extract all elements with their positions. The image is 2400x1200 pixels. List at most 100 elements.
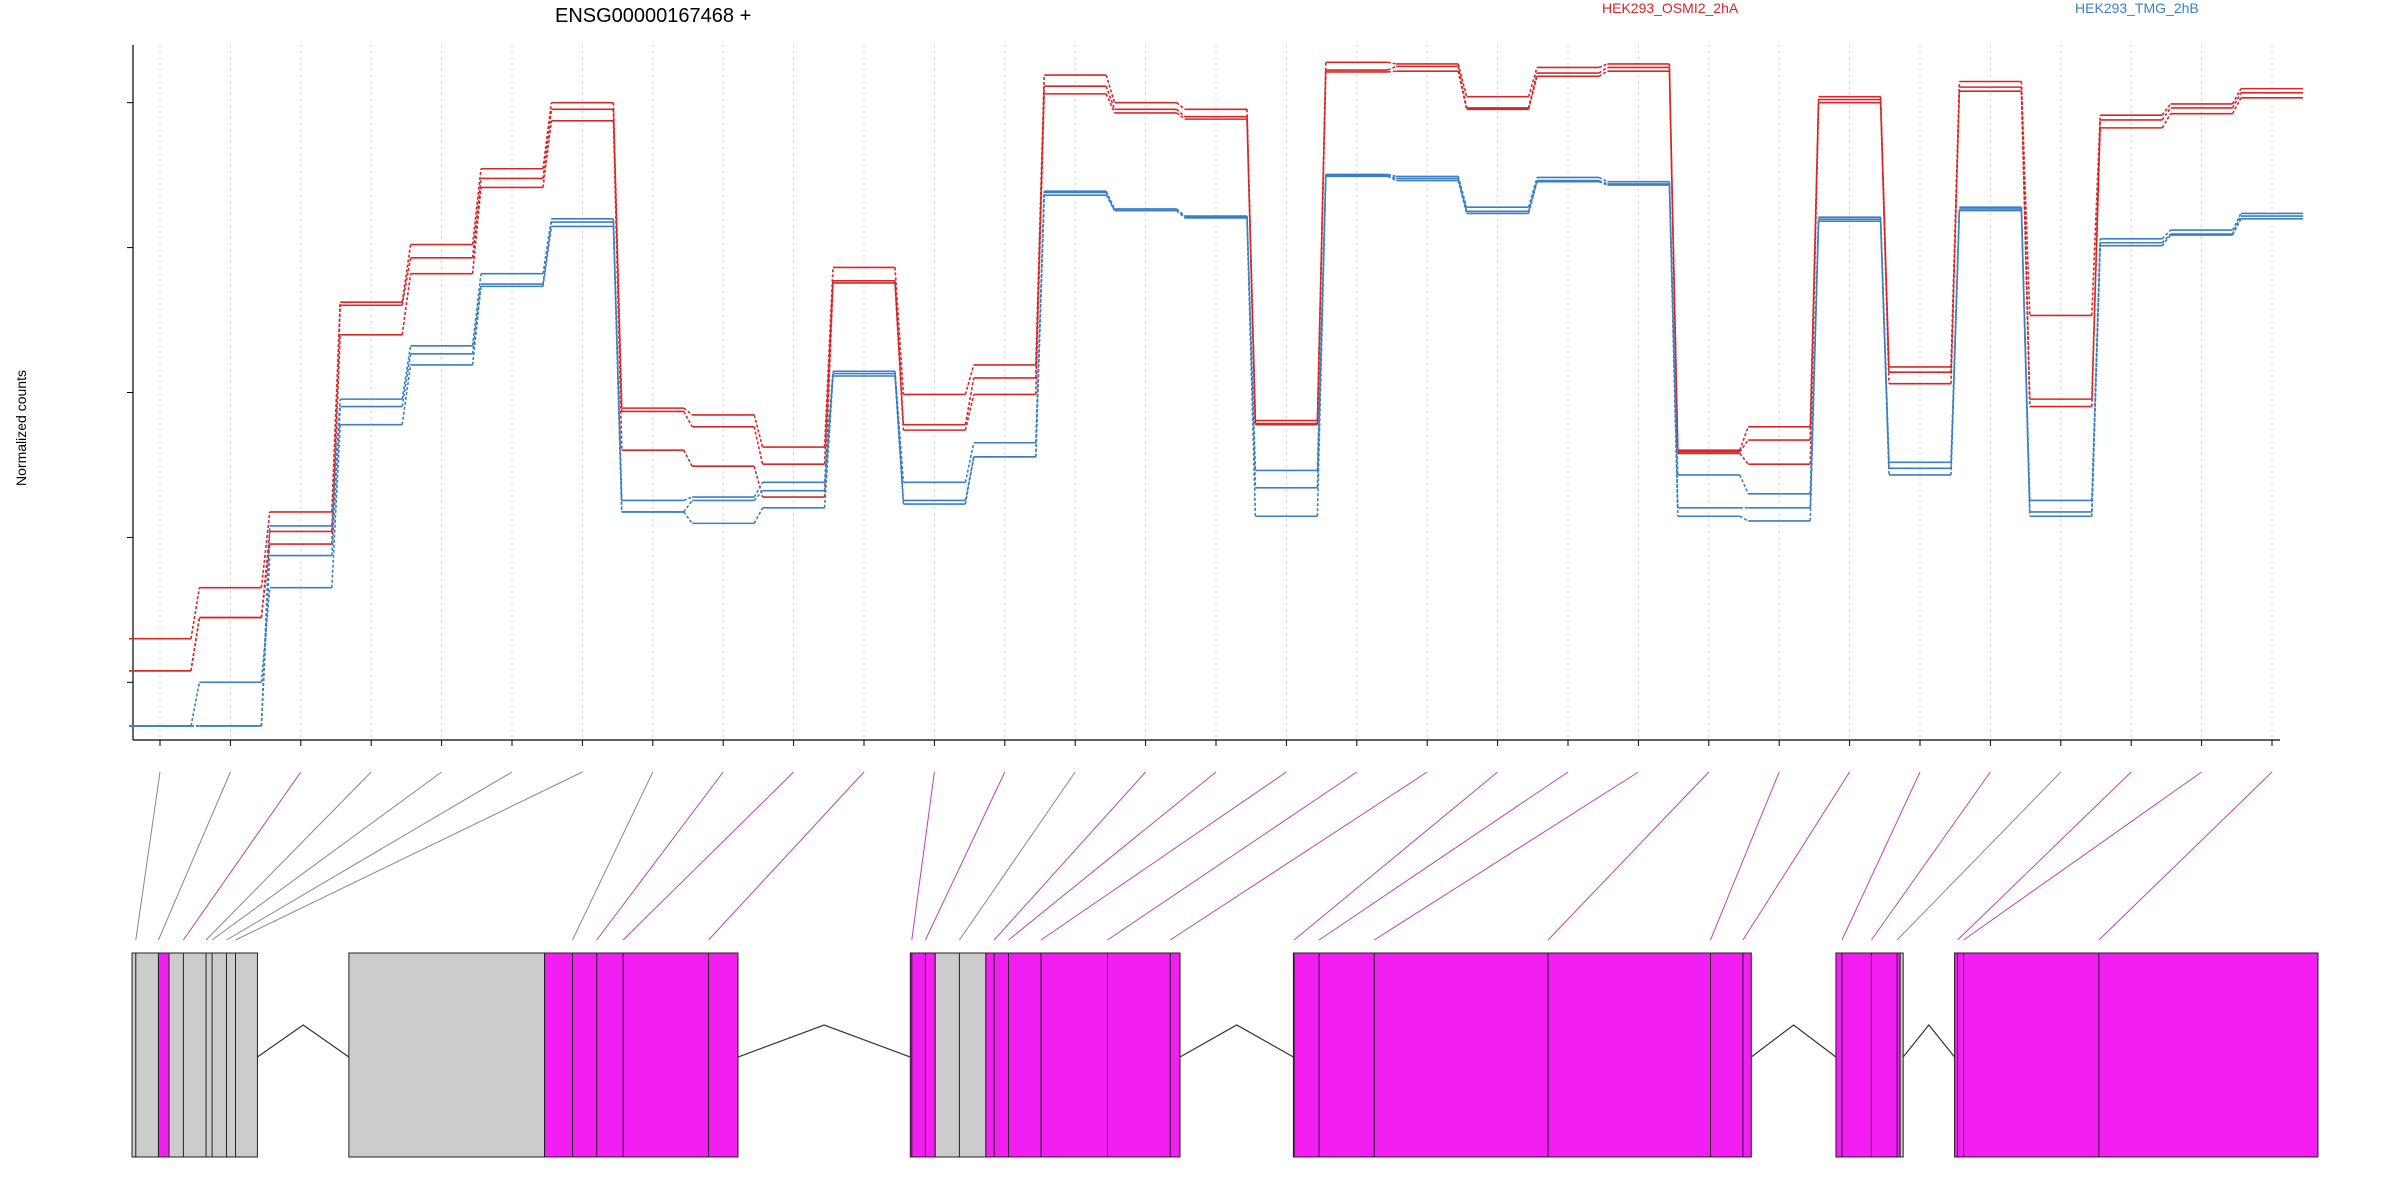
series-connector: [401, 345, 412, 400]
series-connector: [2161, 103, 2172, 116]
exon-link: [1107, 771, 1358, 941]
series-connector: [683, 411, 693, 428]
series-3: [129, 70, 2303, 672]
series-connector: [964, 377, 975, 425]
series-connector: [753, 507, 764, 524]
series-connector: [401, 244, 412, 303]
exon-link: [1547, 771, 1710, 941]
series-connector: [1035, 195, 1045, 457]
exon-link: [1963, 771, 2202, 941]
series-connector: [542, 102, 553, 169]
series-connector: [401, 273, 412, 335]
series-connector: [1739, 515, 1749, 522]
series-connector: [1246, 116, 1257, 424]
exon-link: [1896, 771, 2062, 941]
intron-line: [1179, 1024, 1294, 1058]
series-connector: [1387, 175, 1397, 182]
intron-line: [257, 1024, 350, 1058]
series-connector: [1457, 63, 1468, 97]
exon-link: [211, 771, 442, 941]
series-connector: [1668, 71, 1679, 454]
series-connector: [1316, 71, 1327, 425]
series-connector: [1668, 181, 1679, 475]
series-connector: [2231, 218, 2242, 236]
series-connector: [612, 226, 623, 512]
legend-label-osmi: HEK293_OSMI2_2hA: [1602, 0, 1739, 16]
series-connector: [894, 371, 905, 483]
series-connector: [1598, 63, 1608, 69]
exon-link: [708, 771, 865, 941]
series-connector: [2231, 213, 2242, 231]
series-connector: [2020, 91, 2031, 407]
series-connector: [1598, 66, 1608, 74]
series-connector: [964, 456, 975, 505]
series-connector: [964, 442, 975, 483]
series-connector: [894, 373, 905, 501]
exon-link: [2098, 771, 2273, 941]
series-connector: [1035, 93, 1045, 395]
series-connector: [1105, 192, 1116, 211]
series-connector: [1879, 102, 1890, 384]
exon-link: [572, 771, 654, 941]
series-connector: [894, 267, 905, 395]
series-connector: [2020, 210, 2031, 517]
exon-link: [135, 771, 161, 941]
series-connector: [471, 286, 482, 366]
series-connector: [1176, 208, 1186, 217]
series-connector: [471, 178, 482, 258]
chart-title: ENSG00000167468 +: [555, 5, 751, 27]
exon-link: [1871, 771, 1991, 941]
series-connector: [1387, 65, 1397, 71]
series-connector: [1387, 174, 1397, 180]
series-connector: [1668, 63, 1679, 451]
series-connector: [260, 511, 271, 588]
series-connector: [753, 490, 764, 501]
series-connector: [1176, 112, 1186, 120]
intron-line: [737, 1024, 911, 1058]
series-connector: [401, 257, 412, 306]
series-connector: [1598, 179, 1608, 185]
series-connector: [1457, 178, 1468, 212]
series-connector: [1950, 87, 1961, 373]
series-connector: [1176, 209, 1186, 219]
exon-link: [1373, 771, 1639, 941]
series-connector: [2020, 207, 2031, 501]
series-connector: [683, 407, 693, 416]
exon-link: [226, 771, 513, 941]
series-connector: [1950, 210, 1961, 475]
series-connector: [1527, 67, 1538, 97]
series-connector: [1879, 221, 1890, 475]
series-connector: [1950, 91, 1961, 384]
series-connector: [1809, 102, 1820, 465]
series-connector: [1387, 70, 1397, 73]
series-connector: [1809, 219, 1820, 508]
series-connector: [753, 426, 764, 465]
exon-link: [924, 771, 1006, 941]
series-connector: [2231, 215, 2242, 235]
series-connector: [753, 481, 764, 498]
series-connector: [471, 273, 482, 346]
series-connector: [1457, 180, 1468, 214]
series-connector: [964, 394, 975, 431]
exon-link: [1040, 771, 1287, 941]
series-connector: [1598, 180, 1608, 186]
series-connector: [1176, 108, 1186, 118]
series-connector: [2161, 234, 2172, 247]
series-connector: [190, 617, 201, 671]
series-connector: [401, 364, 412, 425]
y-axis-label: Normalized counts: [13, 370, 29, 486]
series-connector: [683, 499, 693, 513]
series-connector: [683, 496, 693, 502]
series-connector: [1527, 181, 1538, 214]
series-connector: [331, 424, 341, 588]
tested-exon-block: [1954, 952, 2319, 1158]
tested-exon-block: [157, 952, 170, 1158]
series-connector: [1105, 194, 1116, 211]
untested-exon-block: [131, 952, 258, 1158]
series-connector: [1457, 176, 1468, 208]
tested-exon-block: [909, 952, 936, 1158]
series-connector: [1598, 176, 1608, 183]
series-connector: [823, 373, 834, 491]
series-connector: [1176, 102, 1186, 110]
